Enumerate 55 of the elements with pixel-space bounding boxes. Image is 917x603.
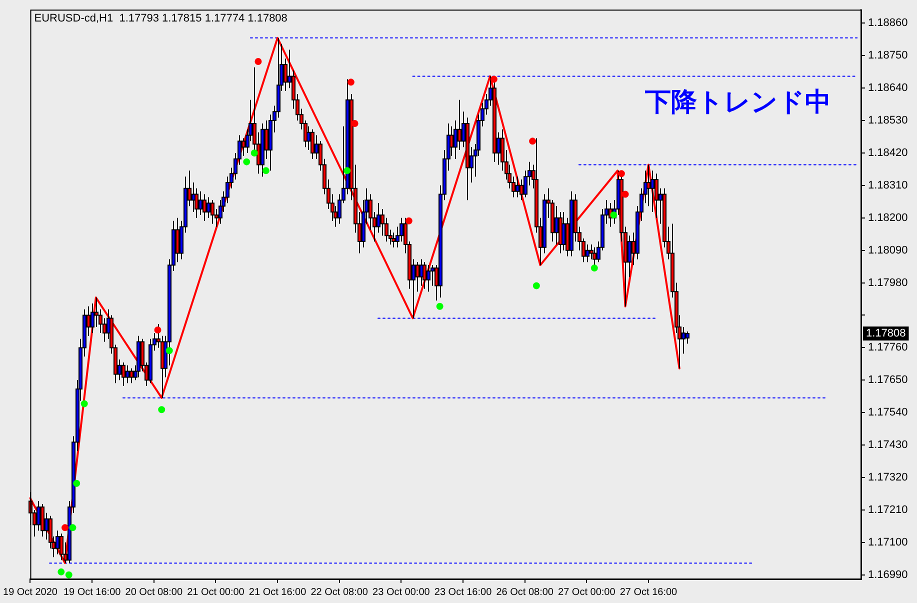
y-tick-label: 1.17540: [868, 406, 908, 419]
point: [262, 167, 270, 174]
y-tick-label: 1.16990: [868, 568, 908, 581]
point: [166, 347, 173, 354]
y-tick-label: 1.17650: [868, 374, 908, 386]
y-tick-label: 1.18640: [868, 82, 908, 94]
y-tick-label: 1.18310: [868, 179, 908, 192]
x-tick-label: 27 Oct 16:00: [620, 586, 678, 598]
y-tick-label: 1.17760: [868, 342, 908, 354]
y-tick-label: 1.18420: [868, 147, 908, 160]
y-tick-label: 1.17210: [868, 504, 908, 516]
point: [618, 170, 625, 178]
point: [69, 524, 76, 532]
y-tick-label: 1.18200: [868, 212, 908, 224]
point: [347, 78, 354, 86]
y-tick-label: 1.17320: [868, 472, 908, 484]
x-tick-label: 26 Oct 08:00: [496, 586, 554, 598]
x-tick-label: 23 Oct 16:00: [434, 586, 492, 598]
x-tick-label: 19 Oct 2020: [3, 586, 58, 598]
point: [344, 167, 351, 174]
y-tick-label: 1.18860: [868, 17, 908, 30]
x-tick-label: 22 Oct 08:00: [310, 586, 368, 598]
point: [80, 400, 88, 408]
y-tick-label: 1.17430: [868, 439, 908, 452]
annotation: 下降トレンド中: [644, 87, 831, 118]
x-tick-label: 19 Oct 16:00: [63, 586, 122, 598]
point: [154, 326, 162, 334]
y-tick-label: 1.18530: [868, 114, 908, 127]
y-tick-label: 1.18750: [868, 50, 908, 62]
y-tick-label: 1.17980: [868, 276, 908, 289]
y-tick-label: 1.17100: [868, 536, 908, 548]
point: [610, 211, 618, 218]
point: [529, 138, 536, 145]
point: [62, 524, 69, 532]
point: [58, 568, 65, 576]
point: [622, 190, 629, 198]
point: [73, 480, 80, 487]
x-tick-label: 21 Oct 00:00: [187, 586, 245, 598]
chart-title: EURUSD-cd,H1 1.17793 1.17815 1.17774 1.17808: [34, 12, 288, 25]
y-tick-label: 1.18090: [868, 244, 908, 256]
point: [405, 217, 412, 224]
point: [158, 406, 166, 414]
point: [254, 58, 262, 66]
point: [243, 158, 250, 166]
x-tick-label: 20 Oct 08:00: [125, 586, 183, 598]
x-tick-label: 21 Oct 16:00: [248, 586, 307, 598]
text: 1.17808: [866, 328, 906, 340]
point: [490, 76, 498, 83]
x-tick-label: 27 Oct 00:00: [558, 586, 616, 598]
point: [532, 282, 540, 290]
point: [250, 149, 258, 156]
point: [590, 264, 598, 272]
point: [436, 302, 444, 310]
x-tick-label: 23 Oct 00:00: [372, 586, 430, 598]
point: [65, 571, 72, 578]
